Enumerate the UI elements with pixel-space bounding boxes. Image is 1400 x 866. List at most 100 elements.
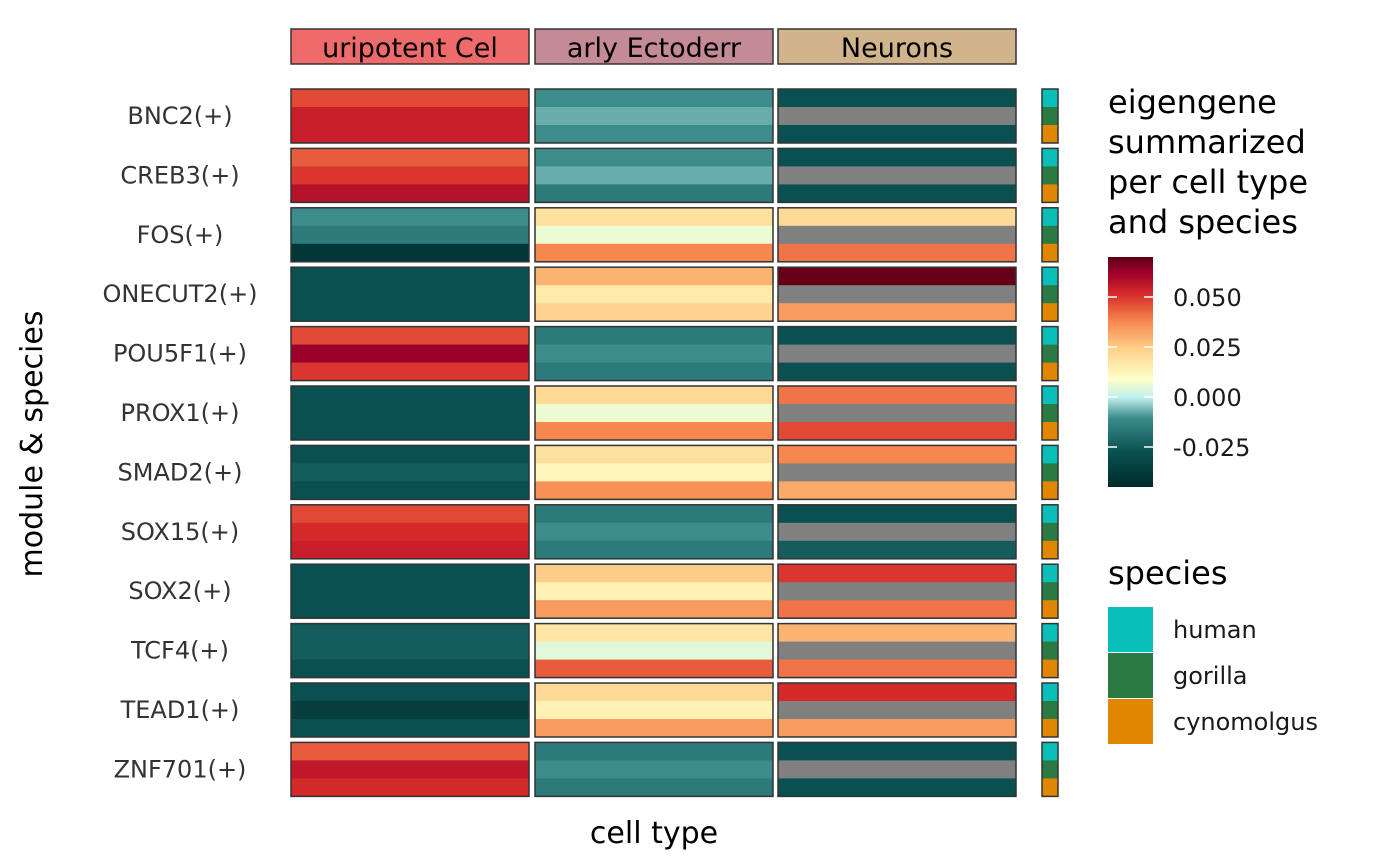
species-marker bbox=[1042, 267, 1058, 286]
heatmap-cell bbox=[291, 659, 529, 678]
species-marker-border bbox=[1041, 147, 1059, 204]
species-marker bbox=[1042, 481, 1058, 500]
heatmap-cell bbox=[291, 623, 529, 642]
heatmap-cell bbox=[535, 267, 773, 286]
species-legend-item: human bbox=[1108, 607, 1257, 652]
heatmap-cell bbox=[291, 148, 529, 167]
species-marker bbox=[1042, 89, 1058, 108]
species-marker bbox=[1042, 582, 1058, 601]
heatmap-cell bbox=[291, 166, 529, 185]
heatmap-cell bbox=[778, 582, 1016, 601]
heatmap-cell bbox=[291, 243, 529, 263]
heatmap-cell bbox=[535, 683, 773, 702]
cell-border bbox=[777, 444, 1017, 501]
species-marker-border bbox=[1041, 325, 1059, 382]
heatmap-cell bbox=[291, 326, 529, 345]
heatmap-cell bbox=[291, 344, 529, 363]
cell-border bbox=[534, 325, 774, 382]
species-marker-border bbox=[1041, 385, 1059, 441]
heatmap-cell bbox=[535, 89, 773, 108]
row-label: CREB3(+) bbox=[120, 161, 239, 189]
heatmap-cell bbox=[778, 719, 1016, 738]
y-axis-title: module & species bbox=[15, 311, 50, 578]
species-marker-border bbox=[1041, 741, 1059, 798]
row-label: PROX1(+) bbox=[120, 399, 239, 427]
cell-border bbox=[534, 266, 774, 322]
heatmap-cell bbox=[291, 742, 529, 761]
column-strip-1: uripotent Cel bbox=[290, 28, 530, 65]
heatmap-cell bbox=[535, 148, 773, 167]
heatmap-cell bbox=[535, 742, 773, 761]
cell-border bbox=[534, 563, 774, 619]
heatmap-cell bbox=[778, 481, 1016, 500]
x-axis-title: cell type bbox=[590, 816, 718, 851]
heatmap-cell bbox=[291, 582, 529, 601]
species-marker bbox=[1042, 564, 1058, 583]
cell-border bbox=[777, 147, 1017, 204]
species-marker bbox=[1042, 683, 1058, 702]
row-labels: BNC2(+) CREB3(+) FOS(+) ONECUT2(+) POU5F1(+)… bbox=[102, 102, 257, 783]
colorbar-legend: eigengene summarized per cell type and s… bbox=[1108, 83, 1308, 487]
heatmap-row bbox=[290, 266, 1017, 322]
cell-border bbox=[290, 385, 530, 441]
colorbar-tick-label: 0.025 bbox=[1173, 334, 1242, 362]
heatmap-cell bbox=[778, 225, 1016, 245]
heatmap-cell bbox=[535, 303, 773, 322]
column-strip-box bbox=[290, 28, 530, 65]
heatmap-cell bbox=[291, 719, 529, 738]
heatmap-cell bbox=[778, 760, 1016, 779]
cell-border bbox=[290, 266, 530, 322]
species-sidebar-group bbox=[1041, 147, 1059, 204]
heatmap-cell bbox=[535, 362, 773, 381]
heatmap-cell bbox=[291, 267, 529, 286]
heatmap-cell bbox=[778, 386, 1016, 405]
heatmap-cell bbox=[535, 659, 773, 678]
heatmap-cell bbox=[535, 166, 773, 185]
heatmap-row bbox=[290, 385, 1017, 441]
heatmap-cell bbox=[535, 778, 773, 797]
species-sidebar-group bbox=[1041, 325, 1059, 382]
cell-border bbox=[534, 444, 774, 501]
cell-border bbox=[777, 207, 1017, 263]
species-marker bbox=[1042, 148, 1058, 167]
heatmap-cell bbox=[778, 701, 1016, 720]
cell-border bbox=[777, 88, 1017, 144]
species-sidebar-group bbox=[1041, 622, 1059, 679]
heatmap-cell bbox=[535, 344, 773, 363]
species-marker-border bbox=[1041, 207, 1059, 263]
species-sidebar-group bbox=[1041, 444, 1059, 501]
heatmap-cell bbox=[778, 207, 1016, 227]
heatmap-cell bbox=[291, 564, 529, 583]
heatmap-cell bbox=[291, 285, 529, 304]
heatmap-cell bbox=[291, 504, 529, 524]
heatmap-cell bbox=[535, 243, 773, 263]
species-legend-swatch bbox=[1108, 653, 1153, 698]
species-sidebar-group bbox=[1041, 88, 1059, 144]
species-marker bbox=[1042, 600, 1058, 619]
heatmap-cell bbox=[535, 386, 773, 405]
row-label: SOX15(+) bbox=[121, 518, 239, 546]
row-label: ONECUT2(+) bbox=[102, 280, 257, 308]
heatmap-cell bbox=[778, 504, 1016, 524]
species-marker-border bbox=[1041, 504, 1059, 560]
heatmap-cell bbox=[778, 326, 1016, 345]
heatmap-cell bbox=[535, 701, 773, 720]
heatmap-cell bbox=[535, 107, 773, 126]
heatmap-row bbox=[290, 88, 1017, 144]
species-sidebar-group bbox=[1041, 504, 1059, 560]
heatmap-cell bbox=[535, 326, 773, 345]
heatmap-cells bbox=[290, 88, 1017, 798]
heatmap-cell bbox=[291, 225, 529, 245]
cell-border bbox=[534, 88, 774, 144]
heatmap-cell bbox=[291, 463, 529, 482]
heatmap-cell bbox=[778, 463, 1016, 482]
heatmap-cell bbox=[778, 522, 1016, 542]
cell-border bbox=[534, 682, 774, 738]
cell-border bbox=[290, 741, 530, 798]
column-label: arly Ectoderr bbox=[567, 33, 742, 64]
heatmap-row bbox=[290, 504, 1017, 560]
heatmap-cell bbox=[778, 125, 1016, 144]
heatmap-cell bbox=[778, 600, 1016, 619]
heatmap-cell bbox=[778, 623, 1016, 642]
